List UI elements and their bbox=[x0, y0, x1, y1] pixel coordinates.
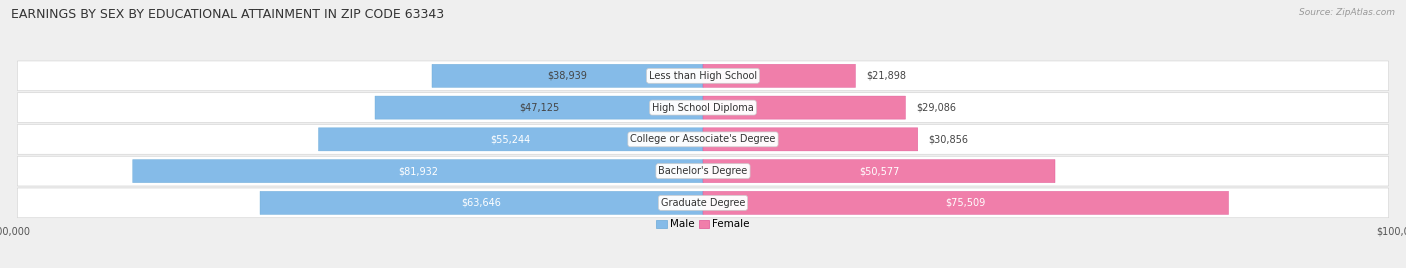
FancyBboxPatch shape bbox=[132, 159, 703, 183]
Text: Source: ZipAtlas.com: Source: ZipAtlas.com bbox=[1299, 8, 1395, 17]
FancyBboxPatch shape bbox=[703, 64, 855, 87]
Text: $81,932: $81,932 bbox=[398, 166, 437, 176]
Text: $75,509: $75,509 bbox=[946, 198, 986, 208]
Text: $30,856: $30,856 bbox=[928, 134, 969, 144]
Text: $63,646: $63,646 bbox=[461, 198, 502, 208]
Text: $38,939: $38,939 bbox=[547, 71, 588, 81]
Text: High School Diploma: High School Diploma bbox=[652, 103, 754, 113]
Text: $55,244: $55,244 bbox=[491, 134, 531, 144]
FancyBboxPatch shape bbox=[703, 191, 1229, 214]
Text: $29,086: $29,086 bbox=[915, 103, 956, 113]
FancyBboxPatch shape bbox=[703, 159, 1054, 183]
Text: College or Associate's Degree: College or Associate's Degree bbox=[630, 134, 776, 144]
Text: $47,125: $47,125 bbox=[519, 103, 560, 113]
FancyBboxPatch shape bbox=[17, 93, 1389, 122]
FancyBboxPatch shape bbox=[260, 191, 703, 214]
Text: Bachelor's Degree: Bachelor's Degree bbox=[658, 166, 748, 176]
FancyBboxPatch shape bbox=[17, 61, 1389, 91]
FancyBboxPatch shape bbox=[703, 128, 918, 151]
FancyBboxPatch shape bbox=[319, 128, 703, 151]
Text: $50,577: $50,577 bbox=[859, 166, 900, 176]
FancyBboxPatch shape bbox=[703, 96, 905, 119]
Text: Graduate Degree: Graduate Degree bbox=[661, 198, 745, 208]
FancyBboxPatch shape bbox=[432, 64, 703, 87]
FancyBboxPatch shape bbox=[375, 96, 703, 119]
Text: EARNINGS BY SEX BY EDUCATIONAL ATTAINMENT IN ZIP CODE 63343: EARNINGS BY SEX BY EDUCATIONAL ATTAINMEN… bbox=[11, 8, 444, 21]
FancyBboxPatch shape bbox=[17, 125, 1389, 154]
Text: Less than High School: Less than High School bbox=[650, 71, 756, 81]
FancyBboxPatch shape bbox=[17, 156, 1389, 186]
Legend: Male, Female: Male, Female bbox=[652, 215, 754, 234]
Text: $21,898: $21,898 bbox=[866, 71, 905, 81]
FancyBboxPatch shape bbox=[17, 188, 1389, 218]
